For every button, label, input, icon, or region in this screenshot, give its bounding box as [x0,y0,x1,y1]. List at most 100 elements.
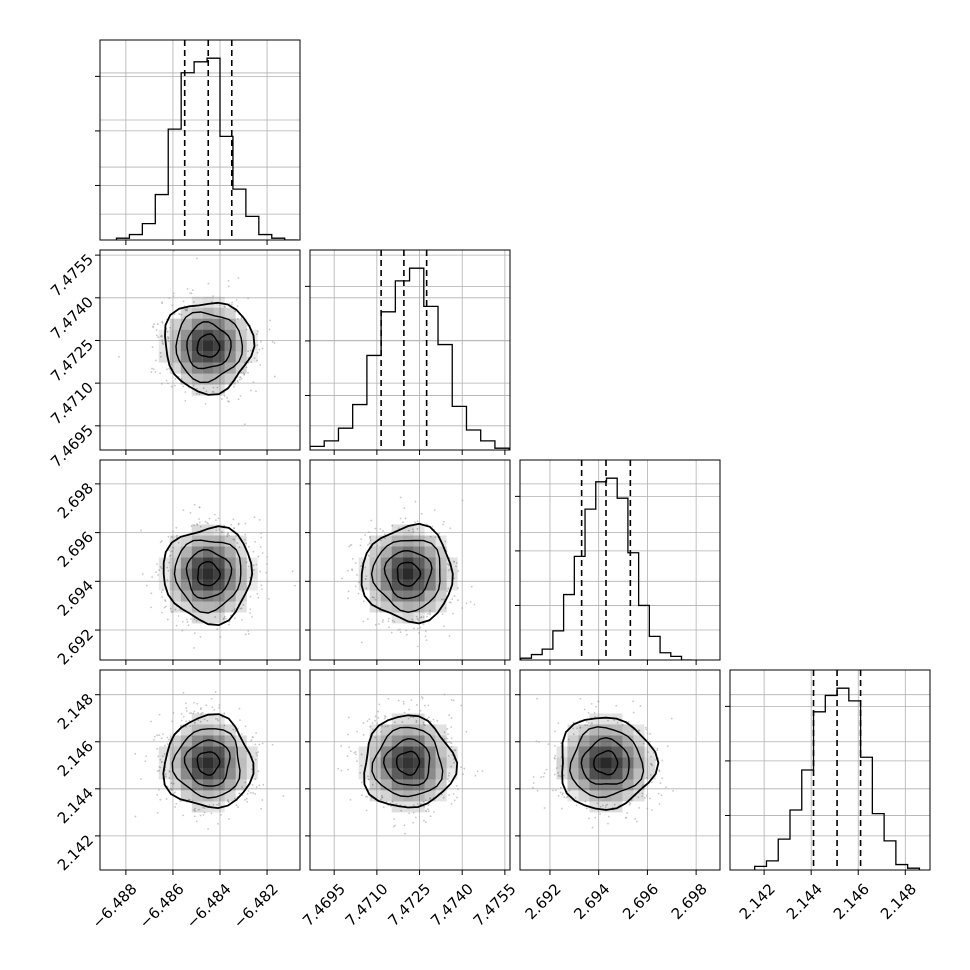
sample-point [166,579,169,581]
x-tick-label: 2.144 [783,880,826,923]
sample-point [594,716,596,718]
sample-point [366,795,369,798]
sample-point [452,793,455,795]
sample-point [150,720,152,723]
sample-point [271,743,274,746]
sample-point [561,793,564,796]
sample-point [651,809,653,811]
sample-point [244,533,246,536]
sample-point [190,525,193,528]
density-cell [446,768,458,780]
density-cell [424,779,436,791]
density-cell [224,318,236,330]
sample-point [660,794,663,797]
density-cell [402,568,414,580]
sample-point [200,712,203,715]
y-tick-label: 2.694 [54,577,97,620]
sample-point [460,704,463,707]
density-cell [567,724,579,736]
sample-point [399,631,402,634]
density-cell [180,307,192,319]
sample-point [170,782,173,785]
density-cell [633,779,645,791]
y-tick-label: 7.4725 [47,336,97,386]
sample-point [236,305,239,308]
sample-point [340,745,343,747]
sample-point [265,571,268,574]
density-cell [369,779,381,791]
density-cell [446,757,458,769]
density-cell [213,384,225,396]
density-cell [224,590,236,602]
sample-point [261,347,264,350]
sample-point [267,597,270,600]
sample-point [154,371,157,373]
density-cell [369,590,381,602]
sample-point [230,523,233,526]
sample-point [250,361,253,363]
contour-line [173,539,242,614]
sample-point [234,310,237,313]
sample-point [193,701,195,704]
density-cell [391,612,403,624]
sample-point [192,384,195,387]
sample-point [429,612,431,615]
sample-point [190,712,193,714]
density-cell [644,757,656,769]
density-cell [600,801,612,813]
sample-point [643,742,645,745]
density-cell [213,579,225,591]
sample-point [358,581,360,584]
sample-point [423,805,426,808]
sample-point [185,707,188,709]
sample-point [231,301,234,304]
density-cell [180,546,192,558]
sample-point [359,544,362,547]
x-tick-label: 2.148 [877,880,920,923]
density-cell [224,746,236,758]
sample-point [560,742,562,745]
sample-point [199,525,202,528]
density-cell [202,757,214,769]
sample-point [213,708,216,711]
sample-point [168,367,171,370]
sample-point [239,792,241,795]
contour-line [382,737,431,786]
density-cell [180,329,192,341]
sample-point [447,569,450,572]
density-cell [644,768,656,780]
sample-point [159,355,162,358]
sample-point [380,730,382,733]
density-cell [191,601,203,613]
sample-point [645,794,648,797]
sample-point [645,728,648,731]
y-tick-label: 2.144 [54,784,97,827]
sample-point [235,299,238,301]
sample-point [448,635,451,637]
density-cell [202,568,214,580]
sample-point [453,799,456,802]
hist-panel-2 [515,459,721,665]
density-cell [169,768,181,780]
sample-point [258,348,261,351]
sample-point [171,535,173,538]
sample-point [256,754,259,757]
sample-point [166,736,169,739]
sample-point [250,739,253,741]
density-cell [202,790,214,802]
sample-point [166,330,169,333]
sample-point [557,772,560,774]
sample-point [438,532,441,535]
sample-point [354,751,357,753]
density-cell [213,568,225,580]
axes-frame [99,249,301,451]
sample-point [476,770,479,773]
density-cell [380,568,392,580]
sample-point [176,534,178,537]
sample-point [185,720,188,723]
sample-point [257,596,260,599]
sample-point [244,538,246,541]
sample-point [193,815,196,818]
sample-point [387,620,390,623]
sample-point [159,335,162,338]
